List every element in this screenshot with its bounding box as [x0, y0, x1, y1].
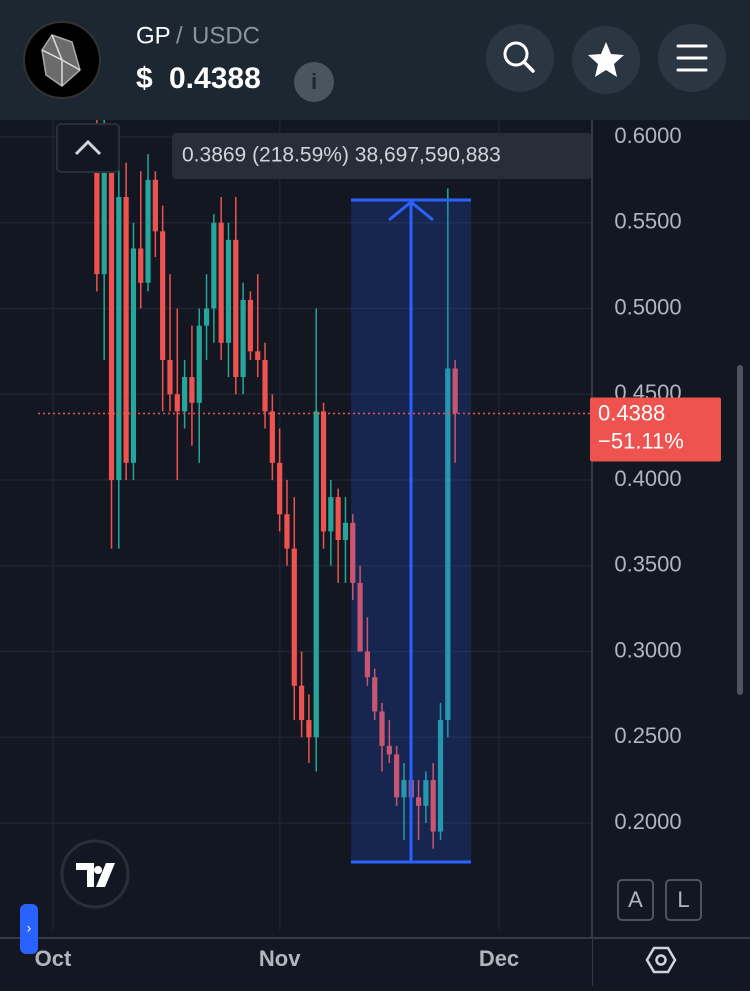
y-tick-label: 0.3500 — [614, 552, 681, 577]
search-button[interactable] — [486, 24, 554, 92]
auto-label: A — [628, 887, 643, 912]
candle-body — [445, 368, 451, 721]
candle-body — [116, 197, 122, 480]
candle-body — [350, 522, 356, 583]
candle-body — [218, 222, 224, 343]
last-price-box — [590, 397, 721, 462]
y-tick-label: 0.5000 — [614, 294, 681, 319]
candle-body — [394, 754, 400, 798]
search-icon-handle — [522, 60, 535, 73]
log-label: L — [677, 887, 689, 912]
y-tick-label: 0.2500 — [614, 723, 681, 748]
time-axis — [0, 938, 592, 986]
candle-body — [401, 780, 407, 798]
star-icon — [588, 42, 624, 77]
candle-body — [452, 368, 458, 414]
candle-body — [240, 299, 246, 378]
candle-body — [277, 462, 283, 515]
x-tick-label: Nov — [259, 946, 301, 971]
candle-body — [138, 248, 144, 283]
candle-body — [423, 780, 429, 806]
settings-icon — [655, 954, 667, 966]
candle-body — [357, 582, 363, 652]
log-scale-button[interactable] — [665, 879, 702, 921]
candle-body — [189, 377, 195, 403]
candle-body — [196, 325, 202, 403]
y-tick-label: 0.3000 — [614, 637, 681, 662]
candle-body — [328, 497, 334, 532]
candle-body — [255, 351, 261, 360]
candle-body — [269, 411, 275, 463]
search-icon — [503, 41, 529, 67]
tradingview-logo[interactable] — [60, 839, 130, 909]
candle-body — [225, 239, 232, 343]
menu-icon — [676, 44, 708, 72]
candle-body — [145, 179, 151, 283]
measure-arrowhead — [388, 200, 434, 222]
auto-scale-button[interactable] — [617, 879, 654, 921]
x-tick-label: Oct — [35, 946, 72, 971]
candle-body — [167, 359, 173, 395]
last-price-label: 0.4388 — [598, 400, 665, 425]
candle-body — [247, 299, 254, 352]
y-tick-label: 0.5500 — [614, 209, 681, 234]
candle-body — [320, 411, 327, 532]
base-symbol: GP — [136, 22, 171, 49]
candle-body — [262, 359, 268, 412]
measure-tooltip — [172, 133, 592, 179]
candle-body — [130, 248, 137, 463]
candle-body — [291, 548, 297, 686]
chevron-icon — [74, 139, 102, 156]
axes: 0.20000.25000.30000.35000.40000.45000.50… — [35, 123, 721, 971]
candle-body — [415, 797, 422, 806]
candle-body — [174, 394, 180, 412]
settings-button[interactable] — [645, 946, 677, 974]
candle-body — [335, 497, 341, 541]
token-logo-lines — [41, 34, 81, 86]
candle-body — [430, 780, 436, 832]
candle-body — [108, 162, 115, 480]
change-label: −51.11% — [598, 428, 684, 453]
measure-label: 0.3869 (218.59%) 38,697,590,883 — [182, 144, 501, 167]
candle-body — [182, 377, 188, 412]
info-button[interactable] — [294, 62, 334, 102]
candle-body — [101, 162, 107, 275]
y-tick-label: 0.4000 — [614, 466, 681, 491]
candle-body — [152, 179, 158, 232]
logo-mark — [76, 863, 115, 887]
pair-separator: / — [176, 22, 183, 49]
candle-body — [306, 720, 312, 738]
y-tick-label: 0.6000 — [614, 123, 681, 148]
candle-body — [379, 711, 385, 746]
candle-body — [313, 411, 319, 738]
candle-body — [386, 745, 392, 755]
scrollbar — [737, 365, 743, 695]
candle-body — [437, 720, 444, 832]
price-axis — [592, 120, 750, 986]
candle-body — [94, 128, 100, 275]
candle-body — [203, 308, 210, 326]
quote-symbol: USDC — [192, 22, 260, 49]
candle-body — [233, 239, 239, 378]
candle-body — [342, 522, 349, 541]
candle-body — [211, 222, 217, 309]
currency-sign: $ — [136, 62, 153, 95]
header-price: 0.4388 — [169, 62, 261, 95]
info-icon: i — [311, 69, 317, 94]
scroll-up-button[interactable] — [56, 123, 120, 173]
measure-tool — [351, 198, 471, 864]
toggle-icon: › — [27, 920, 32, 936]
candle-body — [284, 514, 290, 549]
candle-body — [372, 677, 378, 712]
candle-body — [123, 197, 129, 463]
x-tick-label: Dec — [479, 946, 519, 971]
side-panel-toggle[interactable] — [20, 904, 38, 954]
candle-body — [160, 231, 166, 360]
candle-body — [364, 651, 370, 678]
candle-body — [298, 685, 305, 721]
y-tick-label: 0.2000 — [614, 809, 681, 834]
